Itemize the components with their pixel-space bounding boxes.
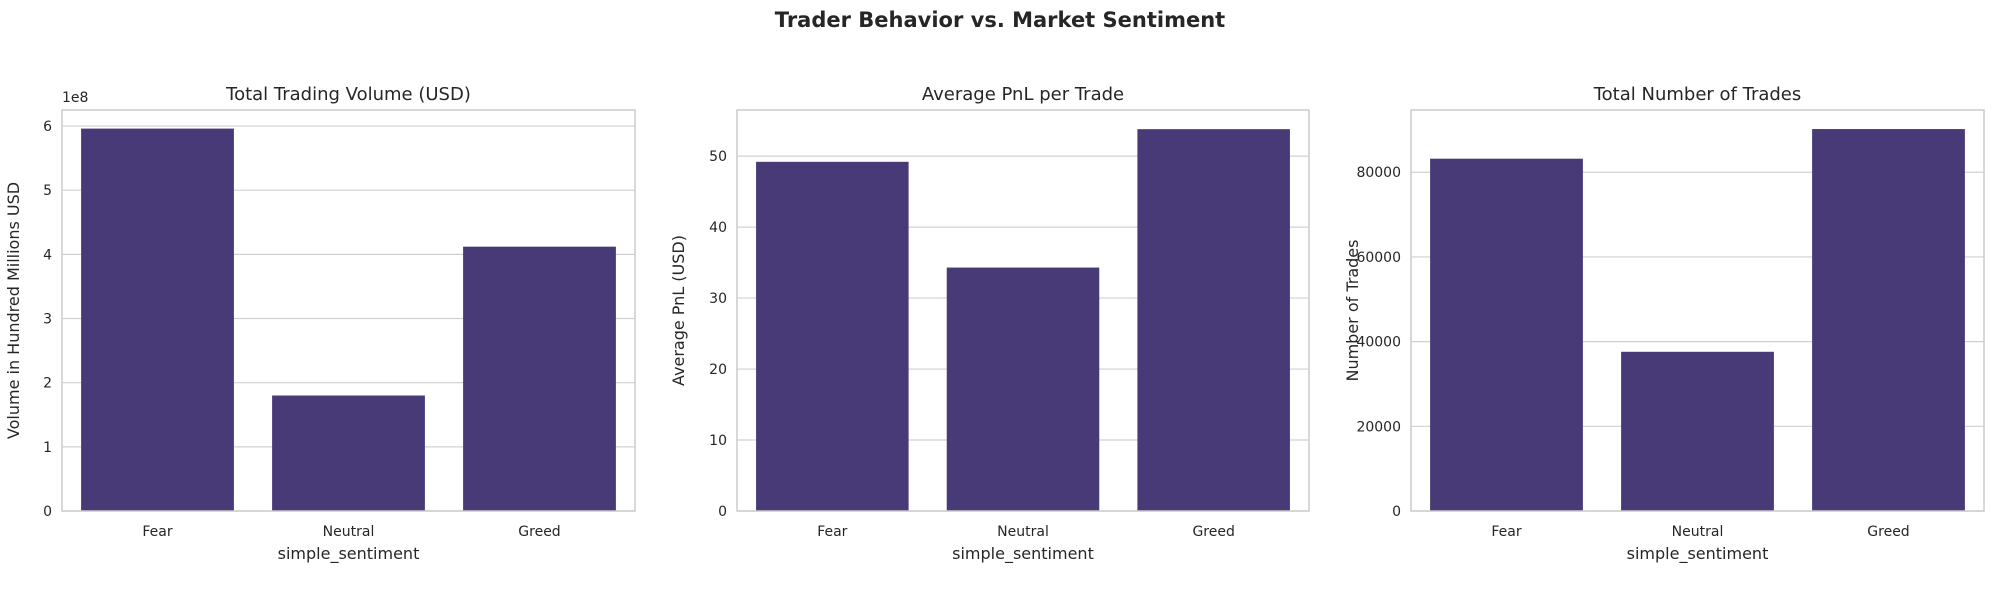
y-tick-label: 5 bbox=[43, 183, 52, 199]
x-tick-label: Neutral bbox=[323, 524, 375, 540]
bar-greed bbox=[463, 246, 616, 511]
chart-panel-2: Fear Neutral Greed 0 10 20 30 40 50 Average PnL p… bbox=[669, 84, 1310, 564]
y-tick-label: 6 bbox=[43, 119, 52, 135]
y-tick-label: 20000 bbox=[1356, 419, 1401, 435]
y-tick-label: 0 bbox=[1392, 504, 1401, 520]
y-axis-label: Volume in Hundred Millions USD bbox=[4, 182, 23, 439]
y-tick-label: 0 bbox=[718, 504, 727, 520]
y-tick-label: 30 bbox=[709, 291, 727, 307]
y-tick-label: 40000 bbox=[1356, 335, 1401, 351]
panel-title: Total Trading Volume (USD) bbox=[225, 84, 471, 105]
chart-panel-1: Fear Neutral Greed 0 1 2 3 4 5 6 1e8 Total Trading … bbox=[4, 84, 636, 564]
x-axis-label: simple_sentiment bbox=[1627, 544, 1769, 564]
y-tick-label: 50 bbox=[709, 149, 727, 165]
bar-fear bbox=[756, 161, 909, 512]
y-tick-label: 10 bbox=[709, 433, 727, 449]
axes-frame bbox=[61, 109, 636, 512]
axes-frame bbox=[1410, 109, 1985, 512]
bar-fear bbox=[81, 128, 234, 512]
x-tick-label: Fear bbox=[1491, 524, 1521, 540]
bar-fear bbox=[1430, 158, 1583, 512]
y-tick-label: 80000 bbox=[1356, 165, 1401, 181]
panel-title: Total Number of Trades bbox=[1593, 84, 1802, 105]
y-axis-label: Average PnL (USD) bbox=[669, 235, 688, 386]
y-tick-label: 40 bbox=[709, 220, 727, 236]
bar-neutral bbox=[272, 395, 425, 511]
bar-neutral bbox=[946, 267, 1100, 511]
x-axis-label: simple_sentiment bbox=[952, 544, 1094, 564]
y-tick-label: 0 bbox=[43, 504, 52, 520]
x-tick-label: Neutral bbox=[997, 524, 1049, 540]
bar-greed bbox=[1812, 129, 1965, 511]
y-tick-label: 4 bbox=[43, 247, 52, 263]
x-tick-label: Fear bbox=[817, 524, 847, 540]
bar-neutral bbox=[1621, 351, 1774, 511]
chart-panel-3: Fear Neutral Greed 0 20000 40000 60000 80000 Tot… bbox=[1343, 84, 1985, 564]
y-tick-label: 3 bbox=[43, 312, 52, 328]
x-tick-label: Neutral bbox=[1672, 524, 1724, 540]
y-tick-label: 60000 bbox=[1356, 250, 1401, 266]
x-tick-label: Fear bbox=[142, 524, 172, 540]
y-tick-label: 20 bbox=[709, 362, 727, 378]
x-tick-label: Greed bbox=[1867, 524, 1909, 540]
x-tick-label: Greed bbox=[1192, 524, 1234, 540]
figure-title: Trader Behavior vs. Market Sentiment bbox=[774, 8, 1226, 32]
x-tick-label: Greed bbox=[518, 524, 560, 540]
axes-frame bbox=[736, 109, 1310, 512]
y-axis-label: Number of Trades bbox=[1343, 239, 1362, 381]
panel-title: Average PnL per Trade bbox=[922, 84, 1124, 105]
y-tick-label: 1 bbox=[43, 440, 52, 456]
y-offset-label: 1e8 bbox=[62, 90, 88, 106]
bar-greed bbox=[1137, 129, 1290, 511]
x-axis-label: simple_sentiment bbox=[278, 544, 420, 564]
y-tick-label: 2 bbox=[43, 376, 52, 392]
